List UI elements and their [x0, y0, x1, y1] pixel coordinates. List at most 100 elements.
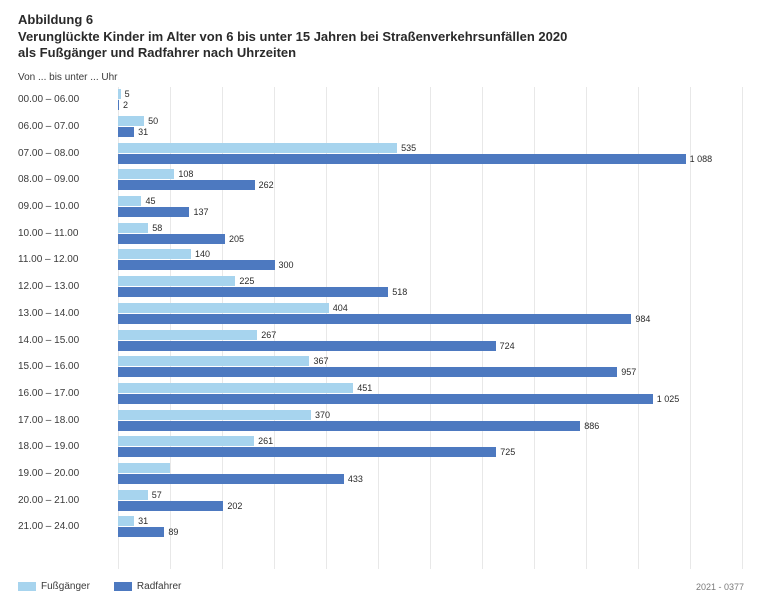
- bar-fussgaenger: 535: [118, 143, 744, 153]
- bar-radfahrer: 724: [118, 341, 744, 351]
- chart-row: 12.00 – 13.00 225518: [18, 273, 744, 300]
- category-label: 18.00 – 19.00: [18, 433, 118, 460]
- bar-fussgaenger: 370: [118, 410, 744, 420]
- legend-item-fussgaenger: Fußgänger: [18, 581, 90, 592]
- bar-fill: [118, 287, 388, 297]
- bar-fill: [118, 154, 686, 164]
- bar-value: 205: [225, 234, 244, 244]
- bar-fill: [118, 394, 653, 404]
- legend-item-radfahrer: Radfahrer: [114, 581, 181, 592]
- bar-fill: [118, 169, 174, 179]
- category-label: 19.00 – 20.00: [18, 460, 118, 487]
- bar-value: 202: [223, 501, 242, 511]
- bar-value: 535: [397, 143, 416, 153]
- category-label: 10.00 – 11.00: [18, 220, 118, 247]
- bar-value: 267: [257, 330, 276, 340]
- chart-row: 09.00 – 10.0045137: [18, 193, 744, 220]
- bar-fussgaenger: 225: [118, 276, 744, 286]
- bar-group: 57202: [118, 487, 744, 514]
- bar-value: 262: [255, 180, 274, 190]
- bar-value: 886: [580, 421, 599, 431]
- title-line-1: Verunglückte Kinder im Alter von 6 bis u…: [18, 29, 567, 44]
- bar-fill: [118, 127, 134, 137]
- category-label: 06.00 – 07.00: [18, 113, 118, 140]
- bar-value: 725: [496, 447, 515, 457]
- bar-fussgaenger: 108: [118, 169, 744, 179]
- bar-value: 50: [144, 116, 158, 126]
- bar-value: 367: [309, 356, 328, 366]
- bar-fussgaenger: 50: [118, 116, 744, 126]
- bar-value: 433: [344, 474, 363, 484]
- bar-group: 370 886: [118, 407, 744, 434]
- bar-fill: [118, 260, 275, 270]
- bar-fill: [118, 303, 329, 313]
- category-label: 12.00 – 13.00: [18, 273, 118, 300]
- bar-fill: [118, 516, 134, 526]
- bar-fussgaenger: 58: [118, 223, 744, 233]
- bar-fill: [118, 356, 309, 366]
- chart-rows: 00.00 – 06.005206.00 – 07.00503107.00 – …: [18, 87, 744, 541]
- bar-value: 108: [174, 169, 193, 179]
- bar-value: 45: [141, 196, 155, 206]
- chart-row: 20.00 – 21.0057202: [18, 487, 744, 514]
- chart-row: 15.00 – 16.00 367 957: [18, 353, 744, 380]
- bar-fussgaenger: 404: [118, 303, 744, 313]
- bar-radfahrer: 984: [118, 314, 744, 324]
- bar-group: 433: [118, 460, 744, 487]
- bar-fill: [118, 410, 311, 420]
- title-line-2: als Fußgänger und Radfahrer nach Uhrzeit…: [18, 45, 296, 60]
- bar-group: 367 957: [118, 353, 744, 380]
- bar-radfahrer: 202: [118, 501, 744, 511]
- category-label: 08.00 – 09.00: [18, 167, 118, 194]
- bar-group: 52: [118, 87, 744, 114]
- bar-radfahrer: 300: [118, 260, 744, 270]
- bar-group: 140300: [118, 247, 744, 274]
- chart-row: 07.00 – 08.00 535 1 088: [18, 140, 744, 167]
- bar-fill: [118, 421, 580, 431]
- chart-row: 18.00 – 19.00261725: [18, 433, 744, 460]
- bar-value: 225: [235, 276, 254, 286]
- bar-radfahrer: 31: [118, 127, 744, 137]
- bar-value: 31: [134, 516, 148, 526]
- category-label: 07.00 – 08.00: [18, 140, 118, 167]
- bar-group: 108 262: [118, 167, 744, 194]
- bar-fill: [118, 527, 164, 537]
- bar-fussgaenger: 31: [118, 516, 744, 526]
- bar-radfahrer: 433: [118, 474, 744, 484]
- swatch-fussgaenger: [18, 582, 36, 591]
- footer-code: 2021 - 0377: [696, 582, 744, 592]
- chart-row: 13.00 – 14.00404984: [18, 300, 744, 327]
- bar-fill: [118, 436, 254, 446]
- chart-row: 10.00 – 11.0058205: [18, 220, 744, 247]
- bar-group: 451 1 025: [118, 380, 744, 407]
- bar-fussgaenger: [118, 463, 744, 473]
- bar-value: 1 088: [686, 154, 713, 164]
- category-label: 11.00 – 12.00: [18, 247, 118, 274]
- bar-value: 451: [353, 383, 372, 393]
- bar-radfahrer: 1 088: [118, 154, 744, 164]
- legend-label-radfahrer: Radfahrer: [137, 581, 181, 592]
- bar-fill: [118, 383, 353, 393]
- bar-value: 300: [275, 260, 294, 270]
- bar-group: 261725: [118, 433, 744, 460]
- category-label: 21.00 – 24.00: [18, 514, 118, 541]
- legend: Fußgänger Radfahrer: [18, 581, 181, 592]
- bar-radfahrer: 518: [118, 287, 744, 297]
- bar-fill: [118, 249, 191, 259]
- bar-fill: [118, 330, 257, 340]
- bar-value: 957: [617, 367, 636, 377]
- swatch-radfahrer: [114, 582, 132, 591]
- chart-row: 11.00 – 12.00140300: [18, 247, 744, 274]
- category-label: 17.00 – 18.00: [18, 407, 118, 434]
- bar-group: 535 1 088: [118, 140, 744, 167]
- bar-value: 2: [119, 100, 128, 110]
- bar-group: 58205: [118, 220, 744, 247]
- bar-fill: [118, 367, 617, 377]
- category-label: 15.00 – 16.00: [18, 353, 118, 380]
- bar-value: 370: [311, 410, 330, 420]
- bar-fussgaenger: 267: [118, 330, 744, 340]
- bar-fill: [118, 143, 397, 153]
- bar-radfahrer: 886: [118, 421, 744, 431]
- bar-value: 1 025: [653, 394, 680, 404]
- bar-group: 45137: [118, 193, 744, 220]
